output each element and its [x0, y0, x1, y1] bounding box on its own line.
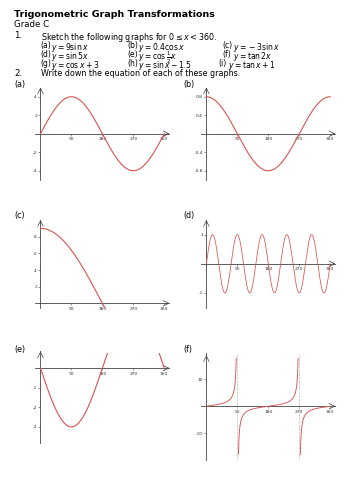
Text: (a): (a) [41, 41, 51, 50]
Text: (c): (c) [222, 41, 233, 50]
Text: Write down the equation of each of these graphs.: Write down the equation of each of these… [41, 69, 240, 78]
Text: (a): (a) [14, 80, 25, 89]
Text: Sketch the following graphs for $0 \leq x < 360$.: Sketch the following graphs for $0 \leq … [41, 31, 217, 44]
Text: 1.: 1. [14, 31, 22, 40]
Text: Grade C: Grade C [14, 20, 49, 29]
Text: $y = -3\sin x$: $y = -3\sin x$ [233, 41, 280, 54]
Text: (h): (h) [127, 59, 138, 68]
Text: (d): (d) [184, 211, 195, 220]
Text: (e): (e) [127, 50, 138, 59]
Text: (e): (e) [14, 345, 25, 354]
Text: (b): (b) [184, 80, 195, 89]
Text: $y = \cos \frac{1}{2}x$: $y = \cos \frac{1}{2}x$ [138, 50, 177, 66]
Text: $y = 9\sin x$: $y = 9\sin x$ [51, 41, 89, 54]
Text: (f): (f) [184, 345, 192, 354]
Text: $y = \cos x + 3$: $y = \cos x + 3$ [51, 59, 100, 72]
Text: $y = \sin 5x$: $y = \sin 5x$ [51, 50, 89, 63]
Text: 2.: 2. [14, 69, 22, 78]
Text: (c): (c) [14, 211, 25, 220]
Text: $y = 0.4\cos x$: $y = 0.4\cos x$ [138, 41, 185, 54]
Text: (g): (g) [41, 59, 52, 68]
Text: (b): (b) [127, 41, 138, 50]
Text: $y = \tan x + 1$: $y = \tan x + 1$ [228, 59, 275, 72]
Text: $y = \tan 2x$: $y = \tan 2x$ [233, 50, 272, 63]
Text: (f): (f) [222, 50, 231, 59]
Text: $y = \sin x - 1.5$: $y = \sin x - 1.5$ [138, 59, 191, 72]
Text: (i): (i) [219, 59, 227, 68]
Text: Trigonometric Graph Transformations: Trigonometric Graph Transformations [14, 10, 215, 19]
Text: (d): (d) [41, 50, 52, 59]
